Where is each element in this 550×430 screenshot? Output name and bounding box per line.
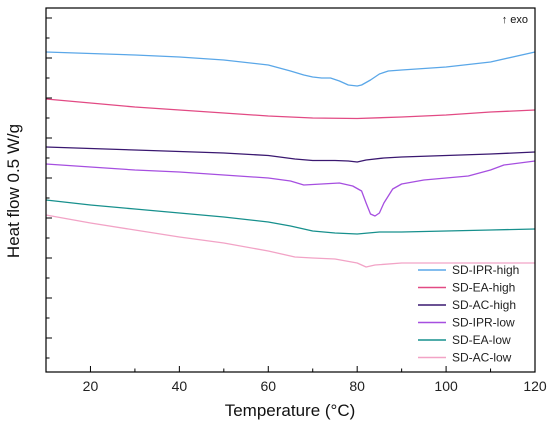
legend-label: SD-AC-high xyxy=(452,298,516,312)
exo-annotation: ↑ exo xyxy=(502,14,528,26)
legend-label: SD-EA-high xyxy=(452,281,515,295)
y-axis-title: Heat flow 0.5 W/g xyxy=(4,124,23,258)
series-layer xyxy=(45,51,536,268)
plot-frame xyxy=(45,7,536,373)
series-line-sd-ac-low xyxy=(45,214,535,268)
series-line-sd-ac-high xyxy=(45,146,536,163)
legend-label: SD-AC-low xyxy=(452,351,512,365)
axis-layer: 20 40 60 80 100 120 xyxy=(45,7,547,394)
x-tick-label: 20 xyxy=(83,378,99,394)
legend-label: SD-IPR-high xyxy=(452,263,519,277)
x-tick-label: 60 xyxy=(260,378,276,394)
x-axis-title: Temperature (°C) xyxy=(225,401,356,420)
series-line-sd-ea-low xyxy=(45,199,536,235)
legend-label: SD-EA-low xyxy=(452,333,511,347)
x-tick-label: 80 xyxy=(349,378,365,394)
series-line-sd-ipr-low xyxy=(45,160,536,217)
series-line-sd-ipr-high xyxy=(45,51,536,87)
x-tick-label: 100 xyxy=(434,378,458,394)
series-line-sd-ea-high xyxy=(45,98,536,120)
x-tick-label: 120 xyxy=(523,378,547,394)
legend-label: SD-IPR-low xyxy=(452,316,515,330)
x-tick-label: 40 xyxy=(172,378,188,394)
legend: SD-IPR-high SD-EA-high SD-AC-high SD-IPR-lo… xyxy=(418,263,519,365)
